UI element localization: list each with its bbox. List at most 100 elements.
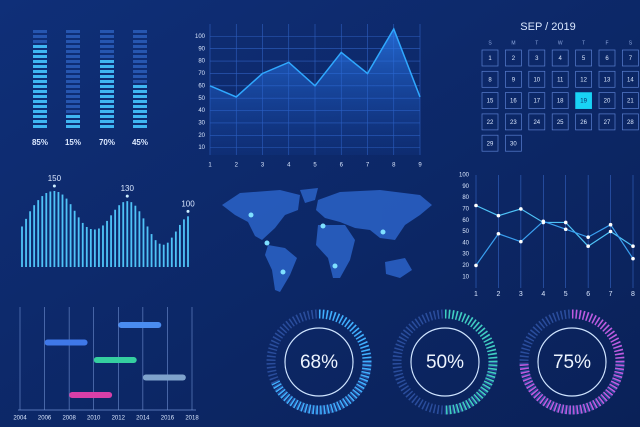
day-cell (622, 70, 639, 88)
calendar-title: SEP / 2019 (520, 21, 575, 33)
gantt-bar (142, 374, 186, 381)
y-tick-label: 80 (462, 195, 469, 201)
gauge-arc (519, 309, 625, 415)
point (608, 229, 613, 234)
day-label: 22 (487, 120, 494, 126)
x-tick-label: 3 (261, 163, 265, 169)
bar (162, 244, 165, 267)
line (475, 220, 634, 266)
point (519, 207, 523, 211)
y-tick-label: 40 (198, 108, 205, 114)
day-label: 1 (488, 56, 492, 62)
meter-track (66, 30, 80, 128)
bar (25, 218, 27, 267)
bar (33, 205, 36, 267)
bar (29, 211, 31, 267)
point (631, 244, 635, 248)
day-label: 27 (604, 120, 611, 126)
annotation-dot (186, 209, 190, 213)
gauge-inner (284, 327, 354, 397)
day-label: 10 (533, 77, 540, 83)
bar (53, 191, 56, 267)
point (474, 263, 478, 268)
annotation: 130 (121, 184, 135, 193)
day-cell (551, 113, 569, 131)
day-cell (481, 113, 499, 131)
x-tick-label: 2006 (38, 416, 52, 422)
y-tick-label: 30 (462, 252, 469, 258)
meter-label: 45% (132, 138, 148, 147)
point (519, 239, 523, 244)
x-tick-label: 8 (392, 163, 396, 169)
bar (37, 200, 40, 267)
y-tick-label: 30 (198, 120, 205, 126)
y-tick-label: 70 (198, 71, 205, 77)
day-label: 8 (488, 77, 492, 83)
point (541, 219, 546, 224)
x-tick-label: 1 (208, 163, 212, 169)
day-cell (598, 49, 616, 67)
bar (69, 204, 72, 267)
weekday: S (629, 40, 633, 46)
x-tick-label: 4 (541, 291, 545, 298)
day-cell (622, 113, 639, 131)
weekday: F (605, 40, 608, 46)
x-tick-label: 8 (631, 291, 635, 298)
day-label: 2 (512, 56, 516, 62)
x-tick-label: 2016 (161, 416, 175, 422)
weekday: S (488, 40, 492, 46)
day-label: 18 (557, 99, 564, 105)
bar (142, 218, 145, 267)
gauge-label: 50% (426, 352, 464, 373)
day-label: 26 (580, 120, 587, 126)
meter-label: 15% (65, 138, 81, 147)
x-tick-label: 2008 (62, 416, 76, 422)
day-label: 13 (604, 77, 611, 83)
map-pins (248, 212, 386, 275)
bar (21, 226, 23, 267)
x-tick-label: 4 (287, 163, 291, 169)
annotation-dot (125, 194, 129, 198)
y-tick-label: 50 (198, 96, 205, 102)
bar (166, 242, 169, 267)
weekday: W (558, 40, 563, 46)
bar (150, 234, 153, 267)
day-label: 30 (510, 141, 517, 147)
gauge-label: 68% (300, 352, 338, 373)
day-cell (622, 49, 639, 67)
day-cell (505, 70, 522, 88)
day-cell (598, 70, 616, 88)
day-label: 12 (580, 77, 587, 83)
annotation: 150 (48, 174, 62, 183)
x-tick-label: 3 (519, 291, 523, 298)
gantt-bar (44, 339, 88, 346)
bar (57, 192, 60, 267)
bar (93, 229, 96, 267)
line (475, 204, 634, 247)
y-tick-label: 60 (198, 83, 205, 89)
day-label: 20 (604, 99, 611, 105)
world-map (222, 188, 432, 292)
x-tick-label: 5 (313, 163, 317, 169)
annotation: 100 (181, 199, 195, 208)
bar (187, 216, 189, 267)
bar (85, 226, 88, 267)
bar (65, 198, 68, 267)
bar (146, 226, 149, 267)
bar (114, 209, 117, 267)
gauge-inner (410, 327, 480, 397)
bar (170, 237, 173, 267)
bar (89, 229, 92, 267)
x-tick-label: 6 (586, 291, 590, 298)
x-tick-label: 5 (564, 291, 568, 298)
y-tick-label: 60 (462, 218, 469, 224)
bar (110, 215, 112, 267)
bar (126, 201, 129, 267)
y-tick-label: 70 (462, 206, 469, 212)
bar (106, 220, 108, 267)
x-tick-label: 9 (418, 163, 422, 169)
x-tick-label: 6 (340, 163, 344, 169)
point (586, 244, 590, 248)
bar (73, 210, 76, 267)
